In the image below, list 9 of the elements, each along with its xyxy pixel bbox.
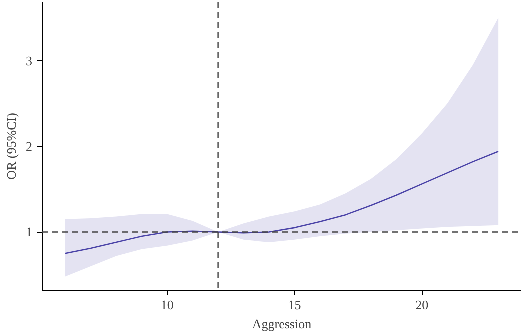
y-tick-label: 3	[26, 53, 32, 68]
line-series	[64, 150, 500, 254]
y-tick-label: 1	[26, 224, 32, 240]
y-tick-label: 2	[26, 139, 32, 154]
x-tick-label: 20	[416, 298, 429, 312]
x-axis-title: Aggression	[252, 316, 312, 332]
y-axis-title: OR (95%CI)	[4, 113, 19, 180]
x-tick-label: 10	[160, 298, 174, 312]
x-tick-label: 15	[288, 298, 302, 312]
